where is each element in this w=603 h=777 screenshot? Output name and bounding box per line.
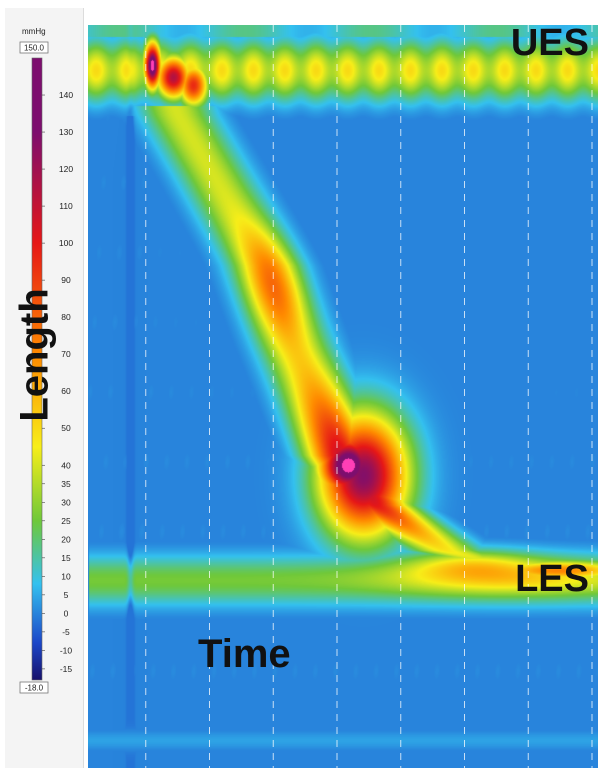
colorbar-tick-label: 140 [59,90,73,100]
colorbar-tick-label: 35 [61,479,71,489]
axis-strip [88,768,598,777]
svg-text:150.0: 150.0 [24,44,45,53]
colorbar-gradient [31,57,43,681]
colorbar-tick-label: 50 [61,423,71,433]
colorbar-tick-label: 70 [61,349,71,359]
colorbar-max-label: 150.0 [19,41,49,54]
colorbar-tick-label: -15 [60,664,73,674]
ues-label: UES [510,22,589,64]
colorbar-tick-label: 60 [61,386,71,396]
heatmap [88,25,598,768]
colorbar-unit: mmHg [22,27,46,36]
colorbar-tick-label: -5 [62,627,70,637]
colorbar-tick-label: 25 [61,516,71,526]
colorbar-tick-label: 110 [59,201,73,211]
y-axis-label: Length [12,288,57,422]
colorbar-tick-label: 90 [61,275,71,285]
colorbar-tick-label: 15 [61,553,71,563]
colorbar-panel: mmHg 150.0 -18.0 140 130 120 110 100 90 80 70 60 50 4… [5,8,84,768]
colorbar: mmHg150.0-18.014013012011010090807060504… [19,27,73,694]
colorbar-tick-label: 40 [61,460,71,470]
colorbar-tick-label: 30 [61,497,71,507]
gridlines [145,25,593,768]
x-axis-label: Time [198,632,291,676]
colorbar-min-label: -18.0 [19,681,49,694]
pressure-topography-plot [88,25,598,768]
colorbar-tick-label: 100 [59,238,73,248]
les-label: LES [515,558,589,600]
colorbar-tick-label: 10 [61,571,71,581]
colorbar-tick-label: 130 [59,127,73,137]
colorbar-tick-label: 20 [61,534,71,544]
colorbar-tick-label: 120 [59,164,73,174]
colorbar-tick-label: 80 [61,312,71,322]
svg-text:-18.0: -18.0 [25,684,44,693]
colorbar-tick-label: 0 [64,608,69,618]
colorbar-tick-label: -10 [60,645,73,655]
colorbar-tick-label: 5 [64,590,69,600]
